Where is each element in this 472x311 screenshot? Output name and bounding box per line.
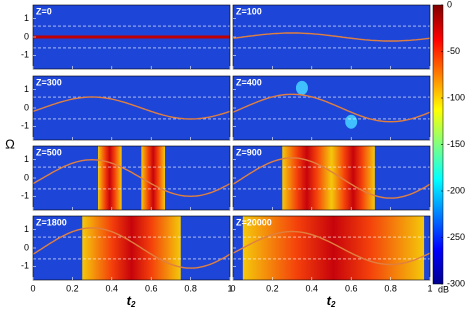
y-tick-label: 1 <box>24 224 29 234</box>
colorbar-tick-label: 0 <box>447 0 452 9</box>
y-tick-label: -1 <box>21 191 29 201</box>
x-axis-label: t2 <box>127 293 136 309</box>
panel-label: Z=100 <box>236 6 262 16</box>
hot-band <box>242 216 425 280</box>
y-tick-label: 1 <box>24 84 29 94</box>
y-tick-label: 0 <box>24 31 29 41</box>
x-axis-label: t2 <box>327 293 336 309</box>
colorbar-unit: dB <box>438 284 449 294</box>
x-tick-label: 0.8 <box>184 283 197 293</box>
x-tick-label: 0.6 <box>345 283 358 293</box>
x-tick-label: 0.4 <box>106 283 119 293</box>
y-tick-label: -1 <box>21 121 29 131</box>
y-tick-label: 0 <box>24 102 29 112</box>
y-tick-label: 1 <box>24 154 29 164</box>
x-label-sub: 2 <box>130 300 136 309</box>
trajectory <box>232 93 431 123</box>
panel-label: Z=300 <box>36 77 62 87</box>
x-tick-label: 0.6 <box>145 283 158 293</box>
colorbar-tick-label: -100 <box>447 92 465 102</box>
x-tick-label: 0.8 <box>384 283 397 293</box>
panel-bg <box>33 146 230 210</box>
x-tick-label: 1 <box>427 283 432 293</box>
x-label-main: t <box>127 293 132 308</box>
blob <box>345 114 358 129</box>
panel-label: Z=0 <box>36 6 52 16</box>
trajectory <box>32 227 231 269</box>
trajectory <box>32 96 231 120</box>
hot-band <box>331 146 375 210</box>
x-tick-label: 0.2 <box>266 283 279 293</box>
x-tick-label: 0 <box>230 283 235 293</box>
hot-band <box>98 146 122 210</box>
y-tick-label: -1 <box>21 50 29 60</box>
colorbar-tick-label: -300 <box>447 278 465 288</box>
y-tick-label: -1 <box>21 261 29 271</box>
panel-label: Z=1800 <box>36 217 67 227</box>
colorbar-tick-label: -250 <box>447 232 465 242</box>
blob <box>295 80 308 95</box>
trajectory <box>232 157 431 199</box>
panel-label: Z=900 <box>236 147 262 157</box>
panel-bg <box>233 5 430 69</box>
x-label-sub: 2 <box>330 300 336 309</box>
hot-band <box>282 146 332 210</box>
colorbar-tick-label: -200 <box>447 185 465 195</box>
x-tick-label: 0.4 <box>306 283 319 293</box>
colorbar-tick-label: -50 <box>447 46 460 56</box>
x-tick-label: 1 <box>227 283 232 293</box>
panel-label: Z=400 <box>236 77 262 87</box>
x-label-main: t <box>327 293 332 308</box>
trajectory <box>232 230 431 266</box>
y-tick-label: 0 <box>24 242 29 252</box>
hot-band <box>141 146 165 210</box>
panel-label: Z=500 <box>36 147 62 157</box>
panel-bg <box>233 76 430 140</box>
hot-band <box>82 216 181 280</box>
colorbar-tick-label: -150 <box>447 139 465 149</box>
x-tick-label: 0.2 <box>66 283 79 293</box>
y-axis-label: Ω <box>5 136 15 151</box>
trajectory <box>232 32 431 42</box>
panel-bg <box>33 76 230 140</box>
y-tick-label: 0 <box>24 172 29 182</box>
x-tick-label: 0 <box>30 283 35 293</box>
panel-label: Z=20000 <box>236 217 272 227</box>
trajectory <box>32 158 231 198</box>
y-tick-label: 1 <box>24 13 29 23</box>
